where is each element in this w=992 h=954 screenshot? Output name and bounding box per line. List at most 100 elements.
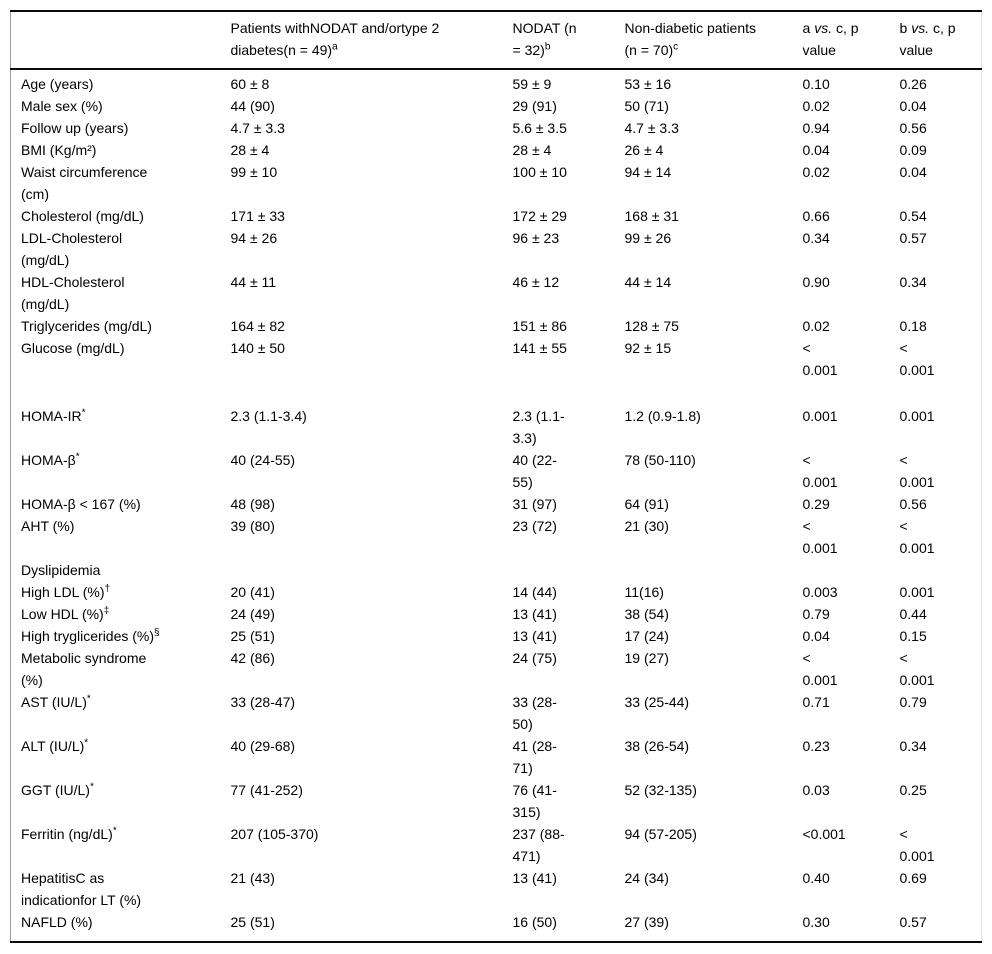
cell-p-a-vs-c: 0.003 <box>802 584 838 600</box>
cell-group-c: 24 (34) <box>624 870 669 886</box>
cell-group-a: 164 ± 82 <box>230 318 285 334</box>
cell-group-c: 94 ± 14 <box>624 164 672 180</box>
table-row: Waist circumference (cm) 99 ± 10 100 ± 10 9… <box>11 161 982 205</box>
column-header-p-b-vs-c: b vs. c, p value <box>899 11 982 70</box>
row-label-text: Cholesterol (mg/dL) <box>21 208 144 224</box>
row-label-text: LDL-Cholesterol (mg/dL) <box>21 230 123 268</box>
row-label-text: HOMA-β < 167 (%) <box>21 496 141 512</box>
cell-p-b-vs-c: < 0.001 <box>899 826 935 864</box>
table-row: Cholesterol (mg/dL) 171 ± 33 172 ± 29 168 ±… <box>11 205 982 227</box>
cell-group-c: 52 (32-135) <box>624 782 697 798</box>
table-row: Low HDL (%)‡ 24 (49) 13 (41) 38 (54) 0.79 0.4… <box>11 603 982 625</box>
cell-group-b: 76 (41- 315) <box>512 782 557 820</box>
table-row: Triglycerides (mg/dL) 164 ± 82 151 ± 86 128… <box>11 315 982 337</box>
table-row: Male sex (%) 44 (90) 29 (91) 50 (71) 0.02 0.0… <box>11 95 982 117</box>
cell-group-a: 99 ± 10 <box>230 164 278 180</box>
cell-p-b-vs-c: 0.001 <box>899 584 935 600</box>
superscript-c: c <box>673 41 679 53</box>
header-row: Patients withNODAT and/ortype 2 diabetes… <box>10 11 982 70</box>
table-row: Glucose (mg/dL) 140 ± 50 141 ± 55 92 ± 15 < … <box>11 337 982 405</box>
row-label-text: Triglycerides (mg/dL) <box>21 318 152 334</box>
table-row: NAFLD (%) 25 (51) 16 (50) 27 (39) 0.30 0.57 <box>11 911 982 942</box>
table-row: Metabolic syndrome (%) 42 (86) 24 (75) 19 (… <box>11 647 982 691</box>
cell-p-a-vs-c: 0.04 <box>802 628 830 644</box>
cell-group-c: 64 (91) <box>624 496 669 512</box>
cell-group-c: 53 ± 16 <box>624 76 672 92</box>
cell-p-b-vs-c: 0.09 <box>899 142 927 158</box>
cell-p-b-vs-c: 0.04 <box>899 98 927 114</box>
row-label: Follow up (years) <box>11 117 231 139</box>
column-header-text: c, p value <box>802 20 859 58</box>
cell-group-a: 20 (41) <box>230 584 275 600</box>
row-label: Cholesterol (mg/dL) <box>11 205 231 227</box>
cell-group-a: 33 (28-47) <box>230 694 296 710</box>
cell-group-c: 92 ± 15 <box>624 340 672 356</box>
cell-group-a: 48 (98) <box>230 496 275 512</box>
cell-group-c: 11(16) <box>624 584 664 600</box>
table-row: HDL-Cholesterol (mg/dL) 44 ± 11 46 ± 12 44 … <box>11 271 982 315</box>
table-row: Ferritin (ng/dL)* 207 (105-370) 237 (88- 4… <box>11 823 982 867</box>
cell-p-b-vs-c: 0.57 <box>899 230 927 246</box>
cell-group-c <box>625 559 803 581</box>
cell-group-a: 4.7 ± 3.3 <box>230 120 285 136</box>
cell-p-a-vs-c <box>803 559 900 581</box>
cell-p-a-vs-c: <0.001 <box>802 826 846 842</box>
cell-p-a-vs-c: < 0.001 <box>802 650 838 688</box>
cell-group-a: 2.3 (1.1-3.4) <box>230 408 307 424</box>
cell-group-b: 96 ± 23 <box>512 230 560 246</box>
column-header-text: Patients withNODAT and/ortype 2 diabetes… <box>230 20 440 58</box>
row-label: High LDL (%)† <box>11 581 231 603</box>
column-header-text: b <box>899 20 912 36</box>
cell-p-b-vs-c: 0.44 <box>899 606 927 622</box>
row-label-text: Glucose (mg/dL) <box>21 340 125 356</box>
cell-p-a-vs-c: 0.40 <box>802 870 830 886</box>
cell-p-b-vs-c: < 0.001 <box>899 650 935 688</box>
row-label-text: GGT (IU/L) <box>21 782 90 798</box>
row-label: ALT (IU/L)* <box>11 735 231 779</box>
cell-group-a <box>231 559 513 581</box>
column-header-text: Non-diabetic patients (n = 70) <box>624 20 757 58</box>
row-label-superscript: * <box>112 825 117 837</box>
row-label: HOMA-β* <box>11 449 231 493</box>
cell-p-a-vs-c: 0.79 <box>802 606 830 622</box>
cell-group-c: 78 (50-110) <box>624 452 696 468</box>
cell-p-a-vs-c: 0.001 <box>802 408 838 424</box>
cell-group-c: 21 (30) <box>624 518 669 534</box>
cell-group-c: 4.7 ± 3.3 <box>624 120 679 136</box>
row-label-text: AST (IU/L) <box>21 694 87 710</box>
table-row: Dyslipidemia <box>11 559 982 581</box>
table-row: Age (years) 60 ± 8 59 ± 9 53 ± 16 0.10 0.26 <box>11 69 982 95</box>
column-header-text: a <box>802 20 815 36</box>
row-label-text: Dyslipidemia <box>21 562 101 578</box>
table-header: Patients withNODAT and/ortype 2 diabetes… <box>10 11 982 70</box>
cell-group-b: 24 (75) <box>512 650 557 666</box>
cell-group-b: 13 (41) <box>512 628 557 644</box>
table-container: Patients withNODAT and/ortype 2 diabetes… <box>10 10 982 943</box>
cell-group-a: 42 (86) <box>230 650 275 666</box>
vs-italic: vs. <box>911 20 930 36</box>
table-row: HOMA-IR* 2.3 (1.1-3.4) 2.3 (1.1- 3.3) 1.2 (… <box>11 405 982 449</box>
cell-p-a-vs-c: 0.02 <box>802 318 830 334</box>
row-label: GGT (IU/L)* <box>11 779 231 823</box>
cell-group-b: 41 (28- 71) <box>512 738 557 776</box>
cell-group-a: 171 ± 33 <box>230 208 285 224</box>
cell-p-a-vs-c: 0.02 <box>802 98 830 114</box>
cell-p-b-vs-c: 0.56 <box>899 496 927 512</box>
row-label-superscript: ‡ <box>103 605 110 617</box>
row-label-text: ALT (IU/L) <box>21 738 85 754</box>
table-body: Age (years) 60 ± 8 59 ± 9 53 ± 16 0.10 0.26 Ma… <box>11 69 982 942</box>
row-label: HDL-Cholesterol (mg/dL) <box>11 271 231 315</box>
cell-p-b-vs-c: 0.56 <box>899 120 927 136</box>
cell-p-b-vs-c: < 0.001 <box>899 518 935 556</box>
cell-group-b: 28 ± 4 <box>512 142 552 158</box>
cell-p-a-vs-c: 0.23 <box>802 738 830 754</box>
row-label-text: Male sex (%) <box>21 98 103 114</box>
table-row: GGT (IU/L)* 77 (41-252) 76 (41- 315) 52 (32… <box>11 779 982 823</box>
cell-group-b: 151 ± 86 <box>512 318 567 334</box>
column-header-nodat: NODAT (n = 32)b <box>512 11 625 70</box>
cell-p-b-vs-c: 0.18 <box>899 318 927 334</box>
table-row: AST (IU/L)* 33 (28-47) 33 (28- 50) 33 (25-4… <box>11 691 982 735</box>
cell-group-b: 172 ± 29 <box>512 208 567 224</box>
superscript-a: a <box>332 41 338 53</box>
cell-group-a: 25 (51) <box>230 628 275 644</box>
